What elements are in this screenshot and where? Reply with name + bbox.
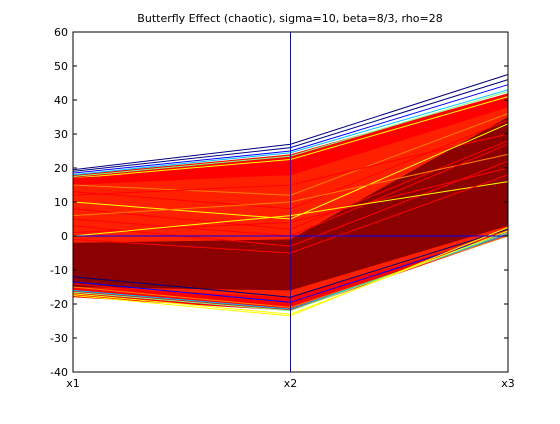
y-tick-label: 0 — [61, 230, 68, 243]
y-tick-label: 20 — [54, 162, 68, 175]
y-tick-label: -30 — [50, 332, 68, 345]
x-tick-label: x3 — [501, 377, 515, 390]
x-axis: x1 x2 x3 — [66, 377, 515, 390]
density-band-2 — [73, 117, 508, 291]
y-tick-label: -40 — [50, 366, 68, 379]
y-tick-label: 60 — [54, 26, 68, 39]
y-tick-label: 10 — [54, 196, 68, 209]
y-tick-label: 50 — [54, 60, 68, 73]
y-tick-label: 30 — [54, 128, 68, 141]
x-tick-label: x1 — [66, 377, 80, 390]
y-axis: 60 50 40 30 20 10 0 -10 -20 -30 -40 — [50, 26, 508, 379]
y-tick-label: -10 — [50, 264, 68, 277]
reference-lines — [73, 32, 508, 372]
y-tick-label: 40 — [54, 94, 68, 107]
x-tick-label: x2 — [284, 377, 298, 390]
chart-title: Butterfly Effect (chaotic), sigma=10, be… — [137, 12, 442, 25]
y-tick-label: -20 — [50, 298, 68, 311]
